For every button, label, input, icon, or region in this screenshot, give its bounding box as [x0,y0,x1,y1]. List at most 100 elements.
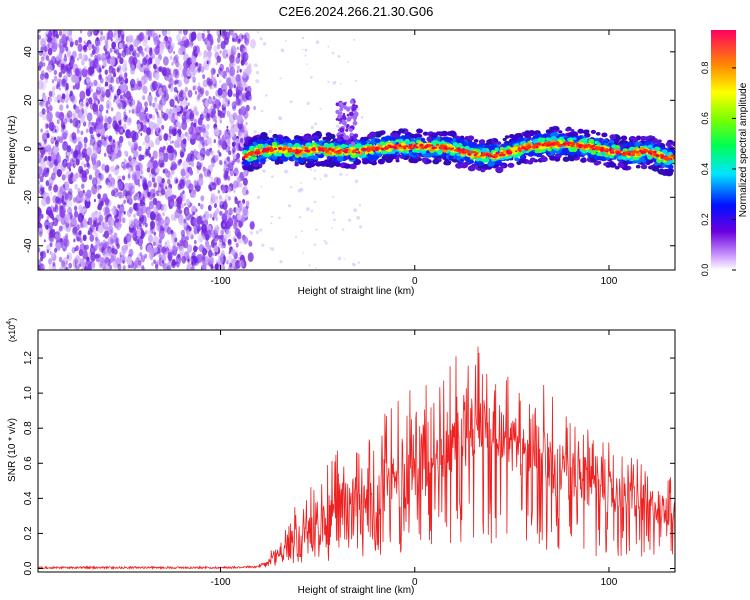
noise-mark [161,260,164,264]
noise-mark [122,189,128,197]
noise-mark [103,248,108,255]
noise-mark [74,258,78,264]
noise-mark [301,230,304,233]
noise-mark [144,45,150,54]
noise-mark [110,208,113,212]
noise-mark [255,71,260,75]
noise-mark [51,252,55,258]
noise-mark [302,252,305,254]
noise-mark [99,173,104,181]
noise-mark [210,67,216,76]
noise-mark [310,125,314,129]
noise-mark [245,200,250,207]
noise-mark [104,197,110,206]
noise-mark [120,128,123,133]
noise-mark [56,54,61,62]
noise-mark [228,196,231,201]
noise-mark [238,95,242,100]
noise-mark [181,133,185,139]
noise-mark [104,81,108,87]
noise-mark [116,140,121,146]
noise-mark [166,187,173,197]
signal-mark [502,137,507,142]
noise-mark [118,42,123,49]
noise-mark [162,220,165,224]
signal-mark [581,157,587,161]
noise-mark [142,85,148,94]
noise-mark [158,238,162,244]
noise-mark [170,140,172,144]
noise-mark [126,233,132,243]
noise-mark [167,261,172,270]
noise-mark [222,234,228,243]
noise-mark [122,175,126,181]
noise-mark [229,262,233,268]
noise-mark [245,61,248,66]
noise-mark [176,34,181,42]
noise-mark [249,221,252,223]
noise-mark [231,141,235,147]
noise-mark [100,94,105,103]
noise-mark [213,83,217,89]
noise-mark [193,148,196,153]
noise-mark [164,216,170,226]
noise-mark [104,136,107,141]
noise-mark [220,84,224,89]
noise-mark [64,193,69,200]
noise-mark [119,252,122,256]
noise-mark [227,239,231,245]
signal-mark [667,164,674,170]
noise-mark [127,167,132,174]
noise-mark [190,44,193,48]
noise-mark [127,140,131,146]
noise-mark [223,160,227,165]
noise-mark [63,181,70,191]
noise-mark [38,166,43,176]
noise-mark [74,68,80,77]
noise-mark [226,163,229,168]
noise-mark [200,203,204,210]
signal-mark [338,158,343,162]
noise-mark [186,58,191,66]
noise-mark [198,63,202,69]
noise-mark [61,174,66,181]
noise-mark [199,253,203,258]
signal-mark [456,153,461,157]
noise-mark [107,216,114,226]
noise-mark [169,174,173,180]
noise-mark [63,118,68,125]
noise-mark [75,119,81,129]
noise-mark [310,76,313,79]
noise-mark [41,132,48,142]
noise-mark [53,167,56,171]
noise-mark [226,53,229,58]
noise-mark [153,183,156,188]
noise-mark [77,187,81,193]
noise-mark [198,202,201,207]
noise-mark [118,210,124,219]
noise-mark [306,63,308,65]
noise-mark [100,30,103,35]
noise-mark [206,229,212,239]
noise-mark [224,199,227,204]
noise-mark [65,98,68,104]
noise-mark [125,162,130,169]
noise-mark [179,40,183,47]
noise-mark [154,247,158,253]
noise-mark [239,259,245,268]
noise-mark [223,164,227,170]
noise-mark [239,183,243,188]
noise-mark [73,205,78,211]
noise-mark [112,120,118,130]
noise-mark [110,107,114,112]
noise-mark [270,222,273,225]
signal-mark [595,132,601,136]
noise-mark [98,242,105,253]
noise-mark [58,136,64,144]
noise-mark [131,99,136,106]
noise-mark [216,73,219,78]
noise-mark [323,173,328,178]
noise-mark [148,146,151,151]
noise-mark [145,54,149,59]
noise-mark [123,199,126,204]
